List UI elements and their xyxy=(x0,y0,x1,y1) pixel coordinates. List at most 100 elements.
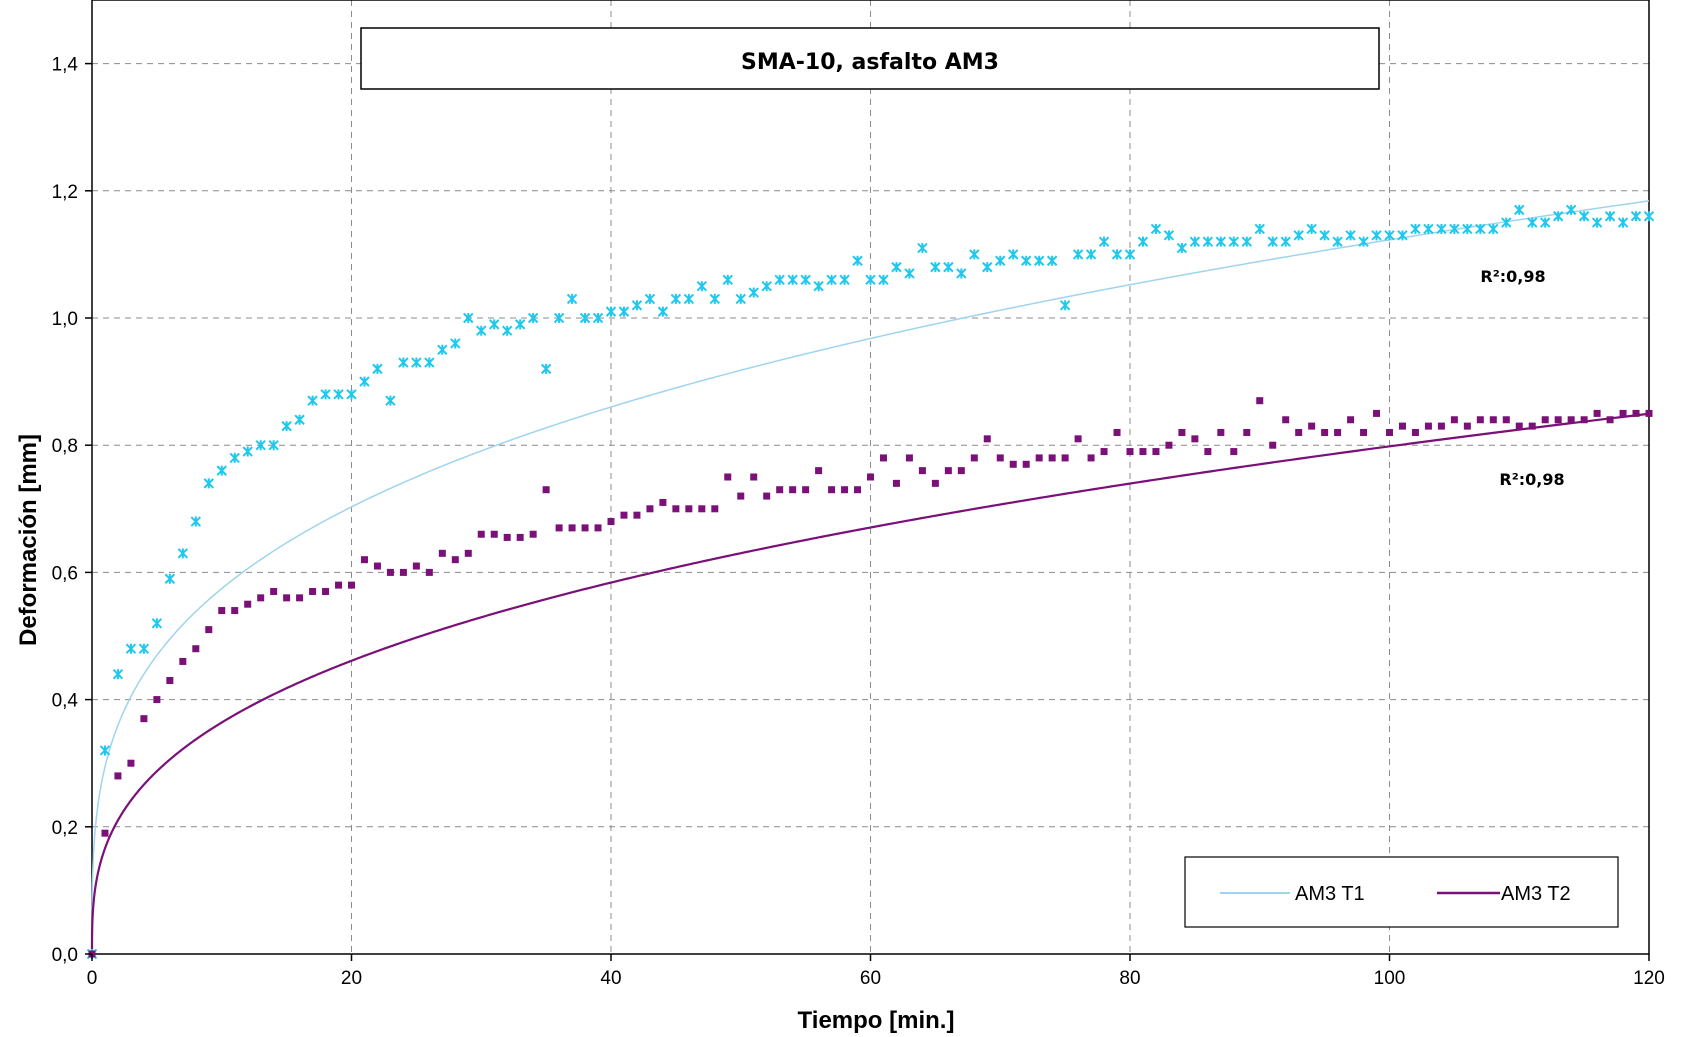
data-point-t1 xyxy=(943,261,954,273)
fit-curve-2 xyxy=(90,412,1650,954)
data-point-t1 xyxy=(735,293,746,305)
data-point-t1 xyxy=(839,274,850,286)
data-point-t1 xyxy=(1630,211,1642,222)
data-point-t2 xyxy=(205,626,213,634)
x-tick-label: 60 xyxy=(860,968,881,989)
data-point-t2 xyxy=(659,498,667,506)
data-point-t1 xyxy=(631,300,643,311)
data-point-t2 xyxy=(581,524,589,532)
data-point-t2 xyxy=(1269,441,1277,449)
data-point-t2 xyxy=(192,645,200,653)
data-point-t2 xyxy=(1515,422,1523,430)
data-point-t1 xyxy=(1072,249,1084,260)
data-point-t1 xyxy=(1306,223,1317,235)
data-point-t1 xyxy=(1604,211,1616,222)
data-point-t1 xyxy=(1371,230,1382,241)
data-point-t2 xyxy=(283,594,291,602)
data-point-t2 xyxy=(1424,422,1432,430)
axis-ticks: 0 20 40 60 80 100 120 0,0 0,2 0,4 0,6 0,8 1,0 1,2 1,4 xyxy=(52,55,1665,989)
y-tick-label: 0,4 xyxy=(52,691,79,712)
data-point-t1 xyxy=(657,306,669,317)
data-point-t2 xyxy=(1048,454,1056,462)
data-point-t2 xyxy=(750,473,758,481)
data-point-t1 xyxy=(1527,217,1538,228)
data-point-t1 xyxy=(203,478,214,489)
data-point-t1 xyxy=(1462,223,1473,235)
data-point-t2 xyxy=(399,568,407,576)
x-tick-label: 120 xyxy=(1633,968,1665,989)
data-point-t1 xyxy=(566,293,578,305)
data-point-t2 xyxy=(1256,397,1264,405)
data-point-t2 xyxy=(1204,448,1212,456)
data-point-t2 xyxy=(503,533,511,541)
data-point-t2 xyxy=(1100,448,1108,456)
data-point-t1 xyxy=(1423,223,1434,235)
data-point-t1 xyxy=(1137,236,1149,247)
data-point-t1 xyxy=(878,274,889,286)
data-point-t2 xyxy=(1035,454,1043,462)
data-point-t1 xyxy=(683,293,695,305)
data-point-t2 xyxy=(970,454,978,462)
data-point-t2 xyxy=(451,556,459,564)
data-point-t1 xyxy=(1643,211,1655,222)
data-point-t2 xyxy=(1230,448,1238,456)
data-point-t2 xyxy=(218,607,226,615)
data-point-t1 xyxy=(476,325,487,336)
data-point-t2 xyxy=(854,486,862,494)
data-point-t1 xyxy=(411,357,422,368)
data-point-t1 xyxy=(1293,230,1304,241)
data-point-t2 xyxy=(1191,435,1199,443)
data-point-t2 xyxy=(1450,416,1458,424)
data-point-t1 xyxy=(1552,211,1564,222)
data-point-t1 xyxy=(268,439,279,451)
data-point-t2 xyxy=(542,486,550,494)
data-point-t2 xyxy=(620,511,628,519)
data-point-t2 xyxy=(1152,448,1160,456)
data-point-t2 xyxy=(1295,428,1303,436)
data-point-t2 xyxy=(348,581,355,589)
data-point-t2 xyxy=(957,467,965,475)
data-point-t1 xyxy=(1202,236,1214,247)
data-point-t2 xyxy=(1347,416,1355,424)
data-point-t1 xyxy=(1215,236,1227,247)
legend-label-t2: AM3 T2 xyxy=(1501,883,1571,905)
data-point-t1 xyxy=(125,643,137,654)
data-point-t2 xyxy=(672,505,680,513)
data-point-t2 xyxy=(1528,422,1536,430)
data-point-t2 xyxy=(1217,428,1225,436)
data-point-t1 xyxy=(1228,236,1240,247)
data-point-t1 xyxy=(1591,217,1603,228)
fit-curves xyxy=(90,200,1650,954)
data-point-t1 xyxy=(956,268,967,279)
data-point-t2 xyxy=(1411,428,1419,436)
data-point-t1 xyxy=(709,293,721,305)
data-point-t1 xyxy=(398,357,409,368)
data-point-t1 xyxy=(1163,230,1175,241)
y-tick-label: 0,8 xyxy=(52,436,78,457)
data-point-t2 xyxy=(464,549,472,557)
data-point-t1 xyxy=(242,446,253,457)
x-tick-label: 100 xyxy=(1374,968,1406,989)
data-point-t2 xyxy=(1282,416,1290,424)
data-point-t1 xyxy=(1267,236,1278,247)
data-point-t1 xyxy=(527,312,539,324)
data-point-t2 xyxy=(1541,416,1549,424)
data-point-t1 xyxy=(190,516,202,527)
data-point-t2 xyxy=(1398,422,1406,430)
data-point-t1 xyxy=(255,439,266,451)
data-point-t2 xyxy=(892,479,900,487)
data-point-t1 xyxy=(138,643,150,654)
data-point-t2 xyxy=(1308,422,1316,430)
data-point-t2 xyxy=(153,696,161,704)
data-point-t1 xyxy=(1449,223,1460,235)
y-tick-label: 1,0 xyxy=(52,309,78,330)
data-point-t1 xyxy=(294,414,305,425)
data-point-t2 xyxy=(179,657,187,665)
data-point-t2 xyxy=(1373,409,1381,417)
data-point-t2 xyxy=(1437,422,1445,430)
data-point-t2 xyxy=(1334,428,1342,436)
data-point-t2 xyxy=(1645,409,1653,417)
r2-label-t2: R²:0,98 xyxy=(1499,470,1564,489)
data-point-t1 xyxy=(1319,230,1330,241)
data-point-t1 xyxy=(1059,300,1071,311)
